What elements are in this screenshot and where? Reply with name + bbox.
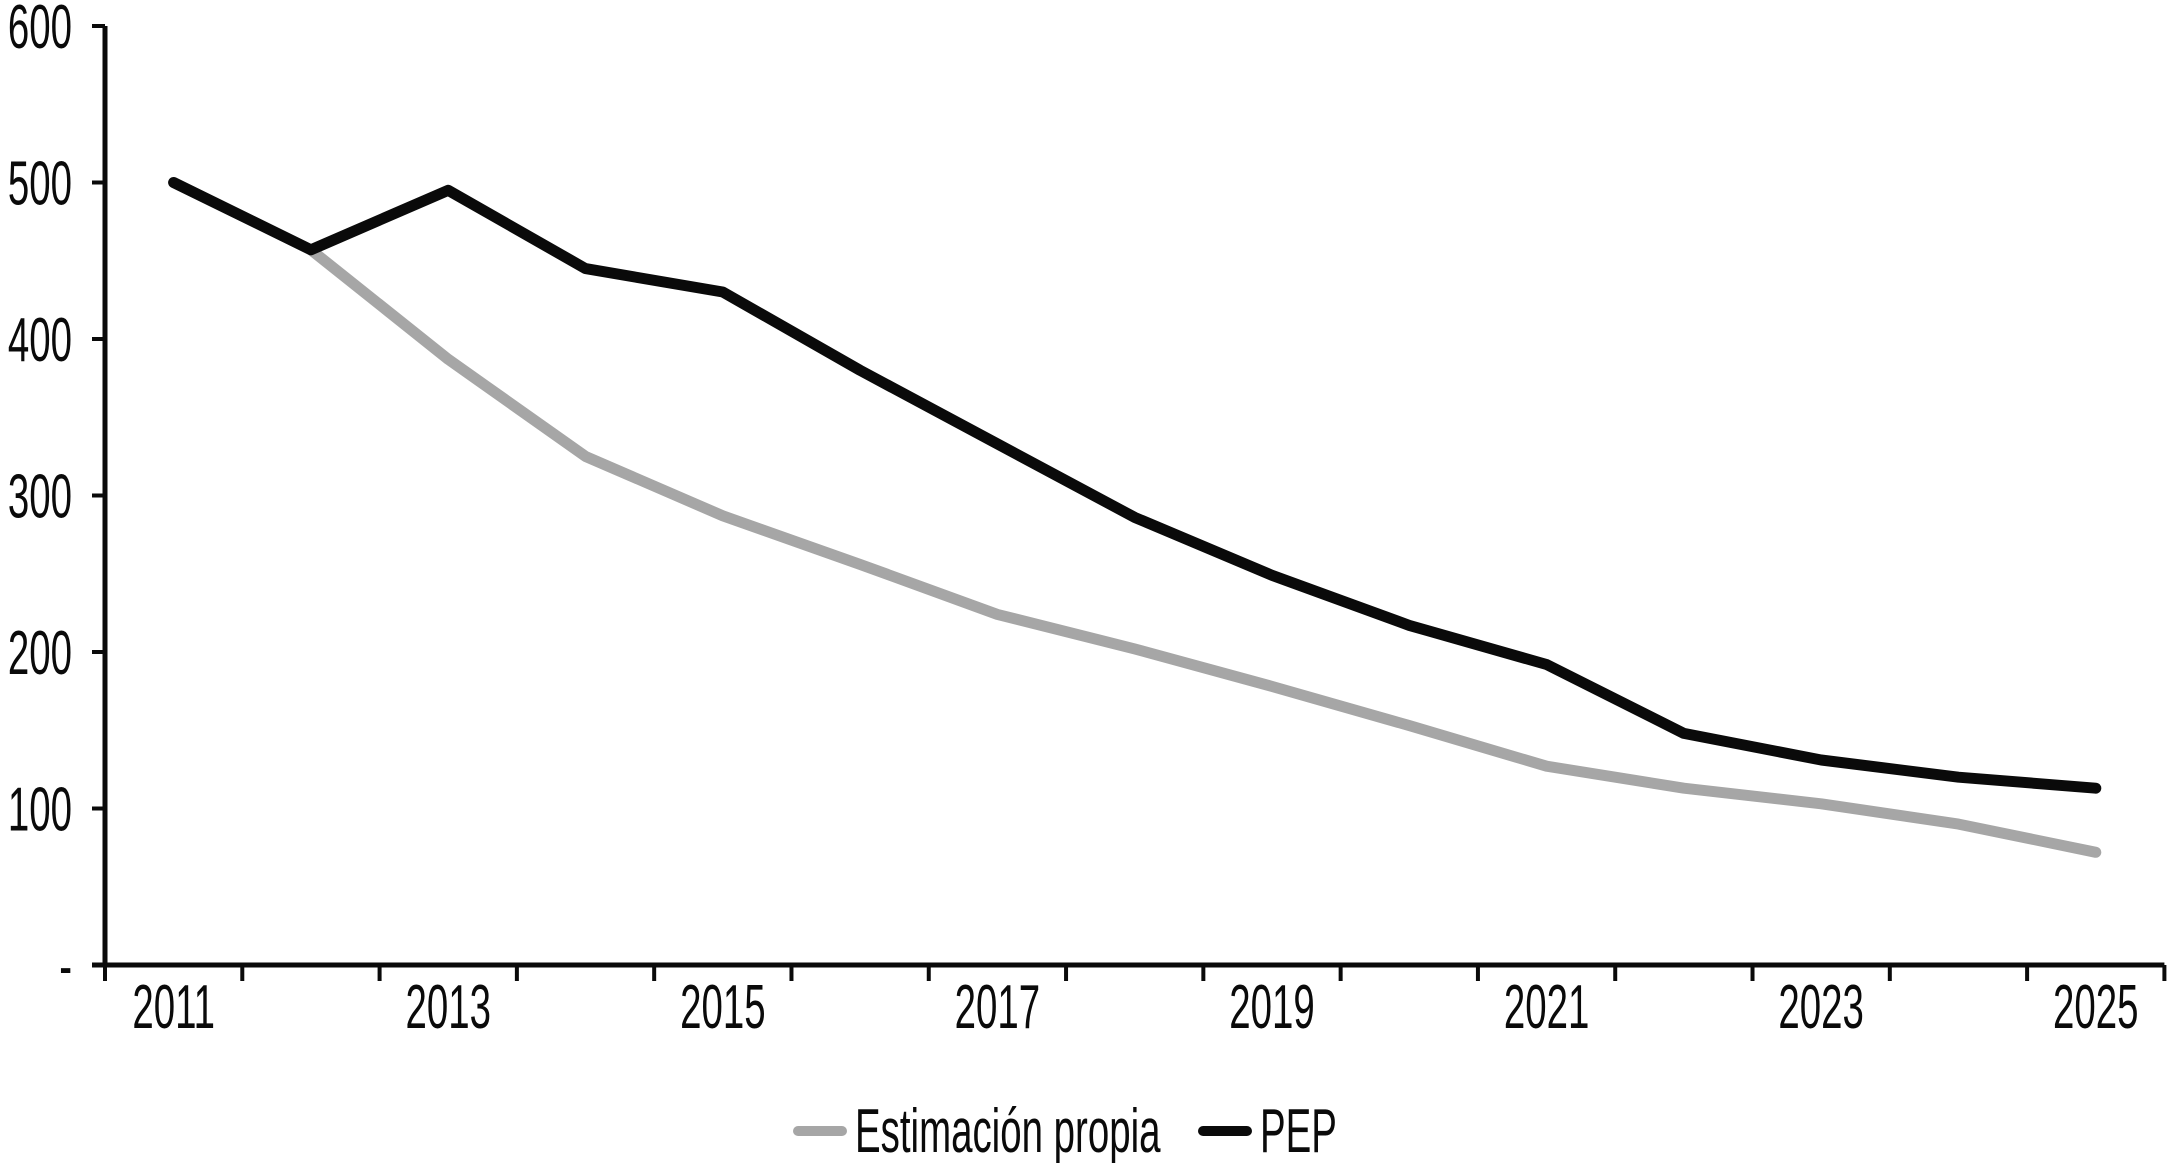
y-tick-label: 400 — [8, 305, 72, 375]
x-tick-label: 2011 — [132, 972, 215, 1042]
x-tick-label: 2015 — [680, 972, 766, 1042]
x-tick-label: 2025 — [2053, 972, 2139, 1042]
legend-label: Estimación propia — [855, 1096, 1161, 1163]
legend-item: Estimación propia — [793, 1096, 1161, 1165]
y-tick-label: 200 — [8, 618, 72, 688]
y-axis-labels: 600 500 400 300 200 100 - — [8, 0, 72, 1000]
y-tick-label: 300 — [8, 461, 72, 531]
legend-label: PEP — [1260, 1096, 1337, 1163]
y-tick-label: - — [59, 931, 72, 1001]
y-tick-label: 100 — [8, 774, 72, 844]
legend: Estimación propia PEP — [793, 1096, 1337, 1165]
estimacion-propia-line — [305, 244, 2102, 858]
x-tick-label: 2023 — [1778, 972, 1864, 1042]
axes — [92, 24, 2167, 981]
x-tick-label: 2021 — [1504, 972, 1590, 1042]
x-tick-label: 2017 — [955, 972, 1041, 1042]
pep-line — [168, 177, 2102, 794]
y-tick-label: 500 — [8, 148, 72, 218]
x-tick-label: 2013 — [405, 972, 491, 1042]
x-tick-label: 2019 — [1229, 972, 1315, 1042]
series-lines — [168, 177, 2102, 858]
y-tick-label: 600 — [8, 0, 72, 61]
legend-item: PEP — [1198, 1096, 1337, 1165]
x-axis-labels: 2011 2013 2015 2017 2019 2021 2023 2025 — [132, 972, 2138, 1042]
